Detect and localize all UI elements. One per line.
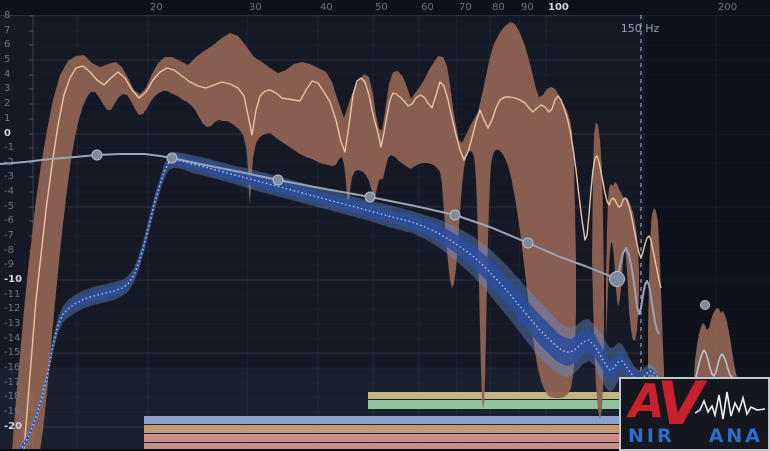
db-tick-label: -12 bbox=[4, 303, 21, 314]
logo-letter-a: A bbox=[629, 374, 665, 428]
db-tick-label: 6 bbox=[4, 39, 11, 50]
freq-tick-label: 100 bbox=[548, 2, 569, 13]
db-tick-label: -7 bbox=[4, 230, 14, 241]
db-tick-label: -15 bbox=[4, 347, 21, 358]
top-margin bbox=[0, 0, 770, 15]
target-control-point-selected[interactable] bbox=[609, 271, 625, 287]
upper-average-line bbox=[23, 65, 662, 451]
target-curve-line bbox=[0, 153, 660, 335]
freq-tick-label: 40 bbox=[320, 2, 333, 13]
right-mound-line bbox=[695, 349, 733, 378]
db-tick-label: -4 bbox=[4, 186, 14, 197]
freq-tick-label: 80 bbox=[492, 2, 505, 13]
bottom-edge bbox=[0, 449, 770, 451]
upper-measurement-spread bbox=[12, 22, 576, 451]
db-tick-label: -16 bbox=[4, 362, 21, 373]
freq-tick-label: 20 bbox=[150, 2, 163, 13]
target-control-point[interactable] bbox=[272, 174, 284, 186]
logo-letter-v: V bbox=[657, 369, 704, 439]
freq-tick-label: 90 bbox=[521, 2, 534, 13]
db-tick-label: 3 bbox=[4, 83, 11, 94]
db-tick-label: -18 bbox=[4, 391, 21, 402]
db-tick-label: -1 bbox=[4, 142, 14, 153]
db-tick-label: 4 bbox=[4, 69, 11, 80]
eq-band-strip bbox=[144, 425, 619, 433]
target-control-point[interactable] bbox=[449, 209, 461, 221]
db-tick-label: 2 bbox=[4, 98, 11, 109]
db-tick-label: 0 bbox=[4, 128, 11, 139]
upper-measurement-spread bbox=[648, 208, 664, 377]
db-tick-label: -19 bbox=[4, 406, 21, 417]
db-tick-label: 5 bbox=[4, 54, 11, 65]
eq-band-strip bbox=[368, 400, 619, 409]
db-tick-label: -6 bbox=[4, 215, 14, 226]
target-control-point[interactable] bbox=[91, 149, 103, 161]
db-tick-label: -13 bbox=[4, 318, 21, 329]
db-tick-label: -11 bbox=[4, 289, 21, 300]
logo-waveform-icon bbox=[695, 391, 766, 420]
lower-measurement-spread bbox=[20, 152, 658, 451]
freq-tick-label: 30 bbox=[249, 2, 262, 13]
db-tick-label: -9 bbox=[4, 259, 14, 270]
target-control-point[interactable] bbox=[522, 237, 534, 249]
freq-tick-label: 200 bbox=[718, 2, 738, 13]
db-tick-label: -5 bbox=[4, 201, 14, 212]
db-tick-label: -20 bbox=[4, 421, 23, 432]
db-tick-label: 8 bbox=[4, 10, 11, 21]
freq-tick-label: 50 bbox=[375, 2, 388, 13]
db-tick-label: -2 bbox=[4, 157, 14, 168]
target-control-point[interactable] bbox=[700, 300, 710, 310]
db-tick-label: -8 bbox=[4, 245, 14, 256]
logo-nirvana-right: ANA bbox=[708, 425, 763, 447]
logo-nirvana-left: NIR bbox=[628, 425, 675, 447]
db-tick-label: 7 bbox=[4, 25, 11, 36]
crossover-frequency-label: 150 Hz bbox=[620, 22, 660, 35]
db-tick-label: 1 bbox=[4, 113, 11, 124]
upper-measurement-spread bbox=[606, 182, 639, 341]
freq-tick-label: 60 bbox=[421, 2, 434, 13]
target-control-point[interactable] bbox=[364, 191, 376, 203]
freq-tick-label: 70 bbox=[459, 2, 472, 13]
db-tick-label: -3 bbox=[4, 171, 14, 182]
eq-band-strip bbox=[144, 443, 619, 450]
av-nirvana-logo: A V NIR ANA bbox=[619, 373, 770, 451]
eq-band-strip bbox=[144, 434, 619, 442]
eq-band-strip bbox=[368, 392, 619, 399]
target-control-point[interactable] bbox=[166, 152, 178, 164]
upper-measurement-spread bbox=[694, 308, 737, 377]
db-tick-label: -10 bbox=[4, 274, 23, 285]
eq-band-strip bbox=[144, 416, 619, 424]
db-tick-label: -14 bbox=[4, 333, 21, 344]
db-tick-label: -17 bbox=[4, 377, 21, 388]
